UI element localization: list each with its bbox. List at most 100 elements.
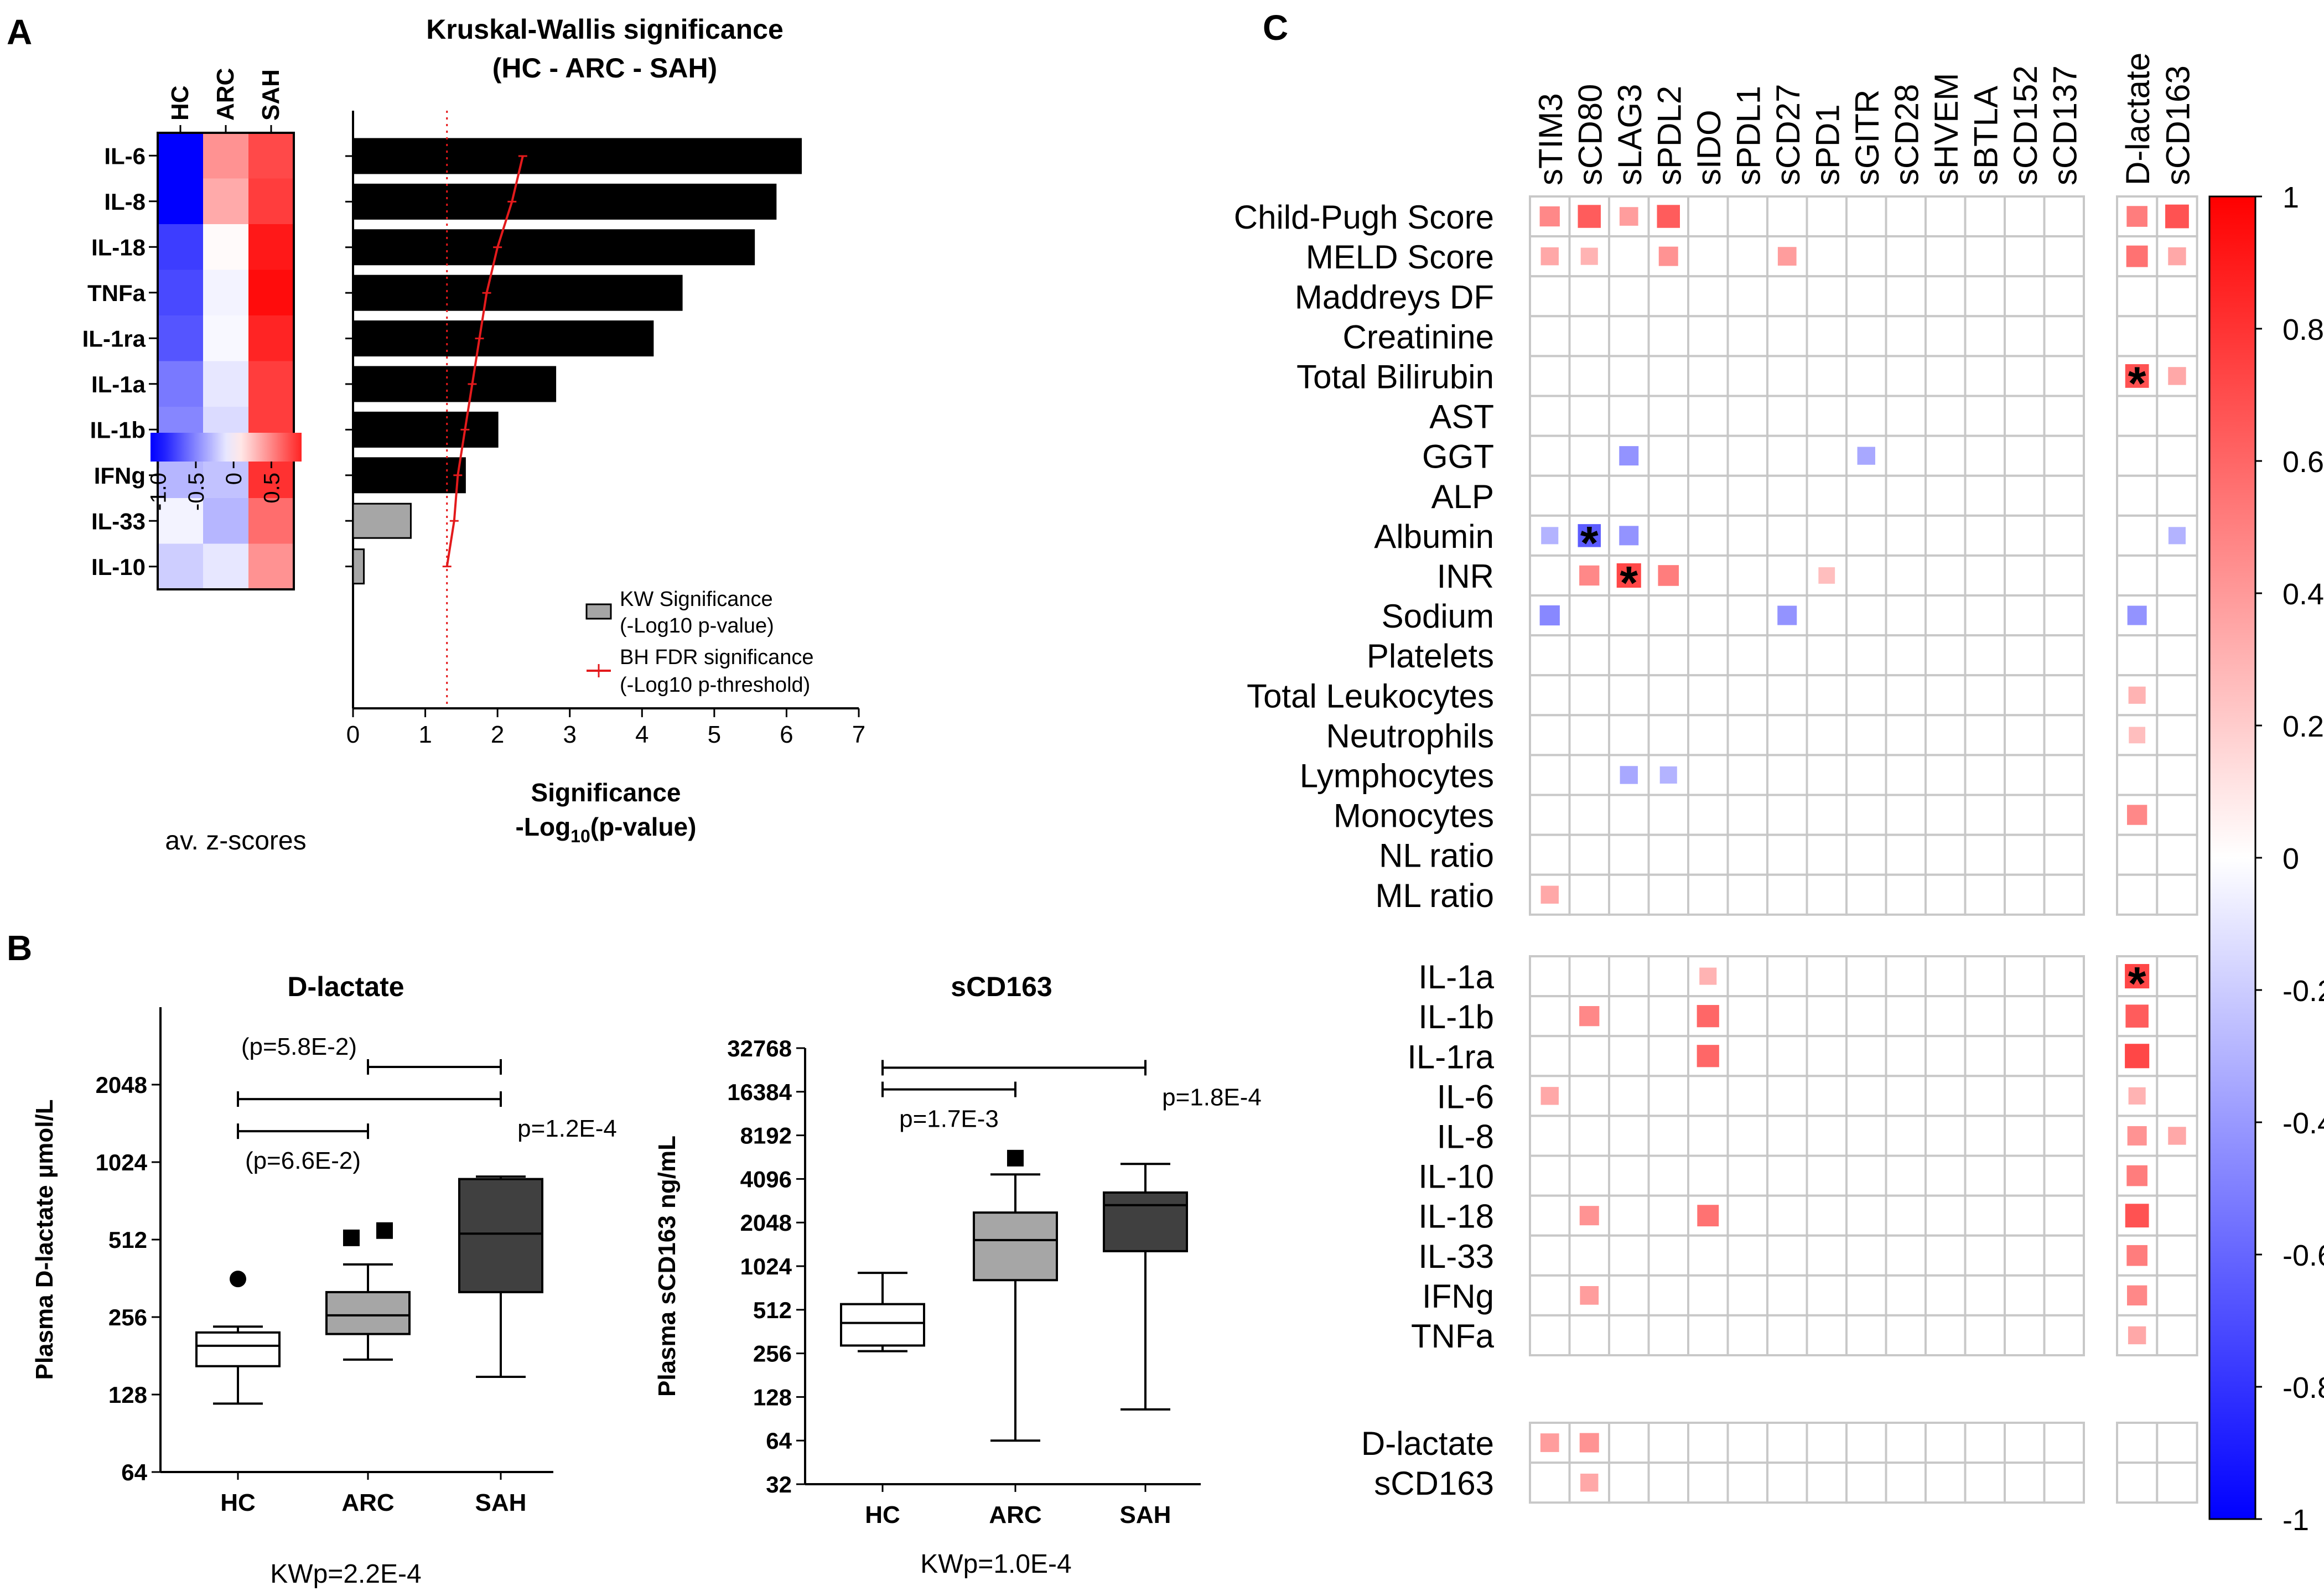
corr-grid-cell — [1608, 1314, 1650, 1356]
corr-grid-cell — [2004, 634, 2046, 677]
corr-grid-cell — [2043, 1462, 2085, 1504]
corr-grid-cell — [1608, 1154, 1650, 1197]
corr-grid-cell — [2004, 1154, 2046, 1197]
corr-grid-cell — [2116, 554, 2159, 597]
corr-grid-cell — [1924, 1154, 1967, 1197]
corr-grid-cell — [1964, 434, 2006, 477]
corr-grid-cell — [1845, 1462, 1887, 1504]
heat-cell-il-1a-arc — [203, 361, 248, 407]
corr-grid-cell — [1885, 1075, 1927, 1117]
box-bracket-label: p=1.2E-4 — [517, 1115, 617, 1142]
corr-grid-cell — [1964, 474, 2006, 517]
corr-grid-cell — [1885, 674, 1927, 717]
corr-col-label: sPD1 — [1809, 104, 1846, 185]
corr-grid-cell — [1766, 995, 1808, 1038]
corr-row-label: Creatinine — [1343, 318, 1495, 355]
corr-grid-cell — [1529, 1035, 1571, 1077]
corr-grid-cell — [1964, 1194, 2006, 1237]
corr-col-label: sCD80 — [1571, 84, 1609, 185]
corr-grid-cell — [1964, 315, 2006, 357]
corr-grid-cell — [1845, 674, 1887, 717]
corr-grid-cell — [1647, 275, 1689, 318]
corr-grid-cell — [1529, 1234, 1571, 1277]
corr-grid-cell — [1885, 594, 1927, 637]
corr-grid-cell — [2116, 1422, 2159, 1464]
corr-grid-cell — [1726, 754, 1768, 796]
corr-grid-cell — [1687, 1075, 1729, 1117]
corr-grid-cell — [1529, 955, 1571, 998]
box-y-tick-label: 64 — [766, 1428, 792, 1454]
corr-grid-cell — [1687, 714, 1729, 756]
corr-row-label: IL-1b — [1418, 998, 1494, 1035]
corr-grid-cell — [1766, 1314, 1808, 1356]
bar-x-tick-label: 1 — [418, 721, 432, 748]
corr-grid-cell — [1647, 1422, 1689, 1464]
corr-grid-cell — [1885, 275, 1927, 318]
corr-grid-cell — [2043, 1314, 2085, 1356]
corr-grid-cell — [1608, 794, 1650, 836]
corr-grid-cell — [1608, 674, 1650, 717]
corr-grid-cell — [1806, 514, 1848, 557]
corr-grid-cell — [1766, 873, 1808, 916]
corr-grid-cell — [1845, 714, 1887, 756]
corr-grid-cell — [2156, 315, 2198, 357]
corr-grid-cell — [1806, 754, 1848, 796]
corr-grid-cell — [1647, 1314, 1689, 1356]
corr-grid-cell — [2116, 833, 2159, 876]
corr-col-label: sLAG3 — [1611, 84, 1648, 185]
corr-grid-cell — [1806, 1422, 1848, 1464]
corr-cell-child-pugh-score-spdl2 — [1657, 205, 1680, 228]
corr-grid-cell — [1924, 1115, 1967, 1157]
corr-grid-cell — [1845, 955, 1887, 998]
corr-grid-cell — [1845, 355, 1887, 397]
box-hc — [840, 1303, 925, 1347]
corr-grid-cell — [1845, 833, 1887, 876]
corr-grid-cell — [1568, 474, 1610, 517]
corr-grid-cell — [1806, 395, 1848, 437]
panel-a-bar-chart: Kruskal-Wallis significance (HC - ARC - S… — [345, 14, 865, 846]
corr-grid-cell — [1806, 195, 1848, 238]
corr-grid-cell — [1924, 995, 1967, 1038]
corr-grid-cell — [2043, 754, 2085, 796]
box-bracket-label: (p=6.6E-2) — [245, 1147, 361, 1174]
heat-colorbar-tick-label: 0 — [222, 473, 246, 485]
box-y-tick-label: 1024 — [96, 1149, 148, 1175]
corr-grid-cell — [2043, 1234, 2085, 1277]
corr-grid-cell — [1845, 995, 1887, 1038]
corr-grid-cell — [2043, 395, 2085, 437]
bar-x-label-2-part: -Log — [516, 812, 571, 841]
corr-grid-cell — [1568, 794, 1610, 836]
corr-row-label: IL-1a — [1418, 958, 1494, 996]
heat-cell-il-1a-sah — [248, 361, 294, 407]
corr-row-label: Neutrophils — [1326, 717, 1495, 754]
heat-cell-il-6-sah — [248, 133, 294, 179]
corr-grid-cell — [1964, 195, 2006, 238]
corr-grid-cell — [1726, 1075, 1768, 1117]
corr-grid-cell — [1924, 833, 1967, 876]
corr-grid-cell — [1885, 315, 1927, 357]
corr-grid-cell — [1766, 1115, 1808, 1157]
corr-grid-cell — [1529, 1194, 1571, 1237]
corr-grid-cell — [1885, 554, 1927, 597]
heat-cell-il-1ra-arc — [203, 315, 248, 361]
corr-row-label: AST — [1429, 398, 1494, 436]
panel-label-a: A — [7, 12, 32, 52]
heat-cell-il-1a-hc — [158, 361, 203, 407]
corr-cell-child-pugh-score-stim3 — [1539, 206, 1560, 227]
corr-cell-child-pugh-score-scd80 — [1578, 205, 1601, 228]
corr-grid-cell — [1726, 1462, 1768, 1504]
corr-grid-cell — [1608, 395, 1650, 437]
corr-grid-cell — [1687, 355, 1729, 397]
corr-grid-cell — [1964, 235, 2006, 278]
corr-grid-cell — [1608, 1422, 1650, 1464]
heat-cell-il-1ra-hc — [158, 315, 203, 361]
legend-kw-label-2: (-Log10 p-value) — [620, 614, 774, 638]
corr-grid-cell — [1964, 355, 2006, 397]
corr-grid-cell — [1806, 1194, 1848, 1237]
corr-grid-cell — [1568, 594, 1610, 637]
corr-grid-cell — [2004, 833, 2046, 876]
corr-grid-cell — [2004, 1422, 2046, 1464]
corr-grid-cell — [1964, 1234, 2006, 1277]
